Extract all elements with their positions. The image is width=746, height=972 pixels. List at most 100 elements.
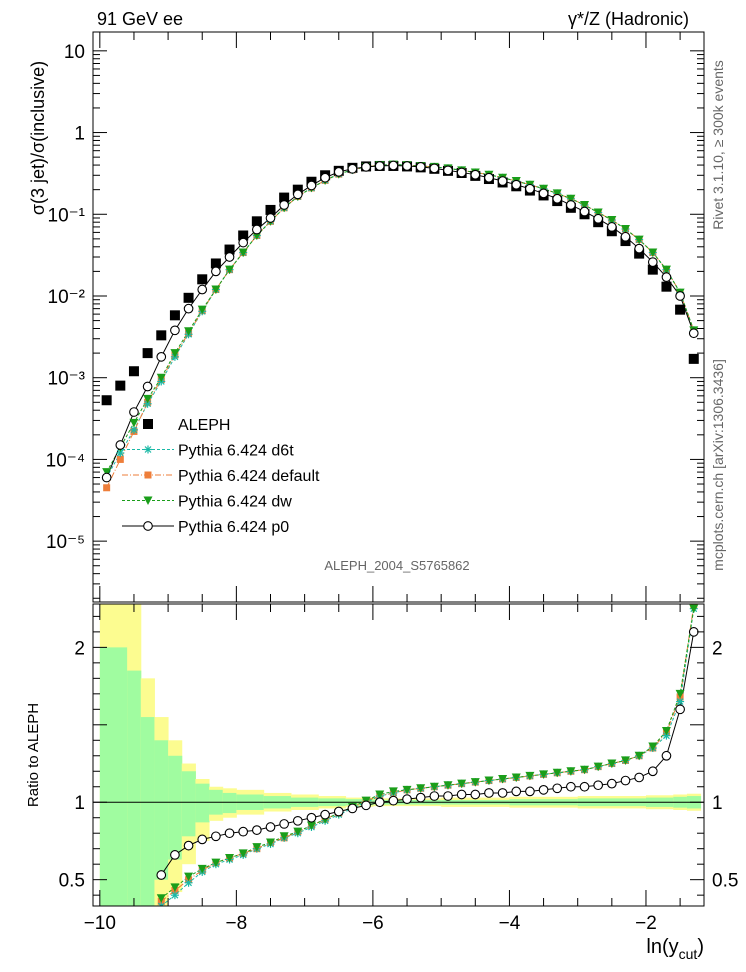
ratio-point-dw-4 <box>211 858 221 868</box>
ratio-point-p0-13 <box>333 806 344 817</box>
ratio-point-p0-29 <box>552 783 563 794</box>
main-point-p0-26 <box>456 167 467 178</box>
ratio-point-dw-0 <box>156 894 166 903</box>
main-point-p0-31 <box>525 183 535 194</box>
main-y-axis-label: σ(3 jet)/σ(inclusive) <box>28 61 48 215</box>
ratio-point-p0-36 <box>647 766 658 777</box>
ratio-point-dw-37 <box>661 726 671 736</box>
main-point-data-1 <box>115 380 126 391</box>
main-y-tick-label-3: 10⁻² <box>48 287 86 308</box>
legend-marker-dw <box>143 496 153 505</box>
ratio-point-d6t-0-d1 <box>157 902 163 906</box>
main-point-d6t-3-d2 <box>144 400 152 408</box>
main-point-p0-21 <box>388 160 399 171</box>
ratio-point-dw-10 <box>293 827 303 837</box>
x-tick-label-3: −4 <box>499 913 521 934</box>
main-point-data-42 <box>675 304 686 315</box>
main-point-dw-37 <box>607 216 617 225</box>
main-point-p0-0 <box>101 472 112 483</box>
ratio-y-tick-label-right-0: 2 <box>712 638 723 659</box>
ratio-point-d6t-1 <box>170 891 179 900</box>
ratio-line-d6t <box>160 608 695 906</box>
main-point-dw-33 <box>552 189 562 198</box>
main-point-p0-27 <box>470 169 481 180</box>
main-point-p0-28 <box>484 172 494 183</box>
main-point-default-1 <box>116 455 124 463</box>
main-point-p0-13 <box>279 200 290 210</box>
ratio-point-p0-14 <box>347 803 358 814</box>
ratio-y-tick-label-left-2: 0.5 <box>59 871 85 892</box>
main-point-p0-38 <box>620 231 631 242</box>
ratio-point-p0-8 <box>265 822 276 832</box>
ratio-point-p0-0 <box>156 870 167 880</box>
main-point-dw-7 <box>197 305 207 315</box>
main-point-p0-11 <box>251 224 262 235</box>
main-point-dw-38 <box>620 225 630 234</box>
ratio-point-p0-19 <box>415 792 426 803</box>
main-point-p0-25 <box>443 165 453 176</box>
ratio-plot-frame <box>92 603 705 907</box>
ratio-point-p0-26 <box>511 786 522 797</box>
ratio-point-p0-30 <box>566 781 576 792</box>
ratio-point-p0-27 <box>525 786 535 797</box>
ratio-point-dw-7 <box>252 843 262 852</box>
band-inner-1 <box>127 670 142 906</box>
main-point-d6t-1-d2 <box>116 449 124 457</box>
ratio-point-p0-21 <box>443 791 453 801</box>
main-y-tick-label-4: 10⁻³ <box>48 369 86 390</box>
ratio-point-p0-37 <box>661 750 672 761</box>
ratio-point-p0-20 <box>429 791 440 801</box>
main-point-p0-15 <box>306 180 317 191</box>
x-tick-label-4: −2 <box>635 913 657 934</box>
ratio-point-dw-2 <box>184 872 194 882</box>
ratio-point-dw-35 <box>634 751 644 761</box>
main-point-data-10 <box>238 230 249 241</box>
x-tick-label-1: −8 <box>226 913 248 934</box>
main-point-dw-34 <box>566 194 576 204</box>
ratio-point-dw-27 <box>525 771 535 781</box>
band-inner-4 <box>168 755 183 860</box>
ratio-point-dw-17 <box>388 787 398 796</box>
main-point-p0-2 <box>129 407 139 417</box>
main-y-tick-label-0: 10 <box>64 42 85 63</box>
main-point-data-12 <box>265 204 276 215</box>
main-point-dw-5 <box>170 349 180 358</box>
main-point-dw-6 <box>184 327 194 336</box>
legend-marker-d6t <box>144 445 152 454</box>
main-point-dw-0 <box>102 468 112 477</box>
main-point-p0-39 <box>634 243 644 254</box>
main-point-dw-3 <box>143 394 153 404</box>
x-axis-label: ln(ycut) <box>646 936 704 962</box>
ratio-y-axis-label: Ratio to ALEPH <box>25 703 42 807</box>
main-point-p0-16 <box>320 172 330 183</box>
ratio-line-p0 <box>160 631 695 876</box>
legend-label-data: ALEPH <box>178 417 230 434</box>
main-y-tick-label-2: 10⁻¹ <box>48 205 86 226</box>
ratio-point-dw-8 <box>265 838 275 848</box>
main-point-p0-19 <box>361 162 371 172</box>
ratio-point-p0-38 <box>675 704 685 715</box>
ratio-point-p0-32 <box>593 780 604 791</box>
main-point-dw-4 <box>156 373 166 383</box>
main-point-data-9 <box>224 244 235 255</box>
ratio-line-dw <box>160 608 695 899</box>
legend-marker-data <box>143 419 153 429</box>
ratio-point-p0-24 <box>484 788 494 798</box>
band-inner-5 <box>181 771 196 837</box>
main-point-dw-36 <box>593 208 603 218</box>
ratio-point-p0-4 <box>211 831 221 842</box>
x-tick-label-2: −6 <box>362 913 384 934</box>
ratio-point-d6t-38-d2 <box>676 698 684 705</box>
main-point-p0-20 <box>374 161 385 171</box>
ratio-point-p0-31 <box>579 781 590 792</box>
main-point-p0-22 <box>402 161 412 171</box>
rivet-version-label: Rivet 3.1.10, ≥ 300k events <box>710 60 726 230</box>
ratio-point-dw-6 <box>238 849 248 858</box>
main-point-p0-40 <box>647 257 658 267</box>
main-point-dw-39 <box>634 235 644 245</box>
main-point-p0-29 <box>497 176 508 186</box>
ratio-point-p0-18 <box>402 794 412 804</box>
main-point-p0-6 <box>183 303 194 314</box>
main-point-data-5 <box>169 310 180 321</box>
ratio-point-p0-1 <box>170 850 180 860</box>
